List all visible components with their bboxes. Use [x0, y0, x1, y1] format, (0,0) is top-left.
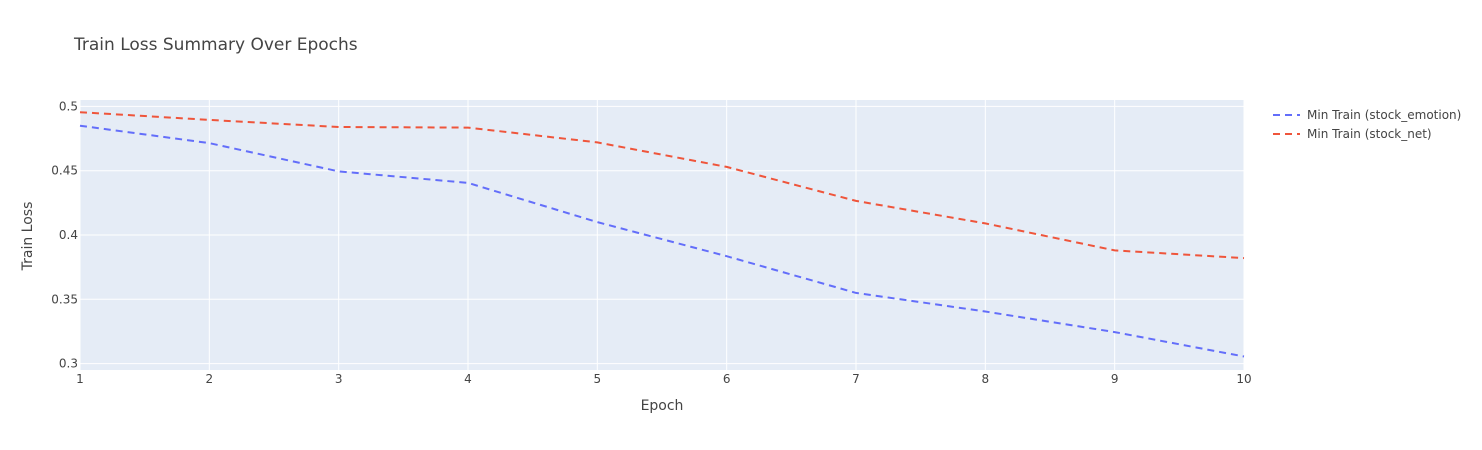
- y-tick-label: 0.45: [51, 164, 78, 178]
- legend-label: Min Train (stock_emotion): [1307, 108, 1461, 122]
- y-axis-title: Train Loss: [20, 202, 36, 272]
- x-axis-title: Epoch: [641, 398, 684, 414]
- grid-lines: [79, 100, 1245, 370]
- x-tick-label: 9: [1111, 372, 1119, 386]
- x-tick-label: 1: [76, 372, 84, 386]
- y-tick-label: 0.3: [59, 357, 78, 371]
- y-tick-label: 0.4: [59, 228, 78, 242]
- x-tick-label: 4: [464, 372, 472, 386]
- x-tick-label: 5: [594, 372, 602, 386]
- x-axis-ticks: 1 2 3 4 5 6 7 8 9 10: [76, 372, 1251, 386]
- y-tick-label: 0.35: [51, 292, 78, 306]
- legend-item-2[interactable]: Min Train (stock_net): [1273, 127, 1432, 141]
- series-layer: [79, 111, 1245, 358]
- legend-item-1[interactable]: Min Train (stock_emotion): [1273, 108, 1461, 122]
- series-line-1: [79, 124, 1245, 358]
- x-tick-label: 10: [1236, 372, 1251, 386]
- series-line-2: [79, 111, 1245, 260]
- y-axis-ticks: 0.3 0.35 0.4 0.45 0.5: [51, 99, 78, 370]
- legend-label: Min Train (stock_net): [1307, 127, 1432, 141]
- x-tick-label: 3: [335, 372, 343, 386]
- y-tick-label: 0.5: [59, 99, 78, 113]
- x-tick-label: 6: [723, 372, 731, 386]
- x-tick-label: 2: [206, 372, 214, 386]
- x-tick-label: 7: [852, 372, 860, 386]
- legend[interactable]: Min Train (stock_emotion) Min Train (stoc…: [1273, 108, 1461, 141]
- x-tick-label: 8: [982, 372, 990, 386]
- chart-title: Train Loss Summary Over Epochs: [73, 35, 358, 55]
